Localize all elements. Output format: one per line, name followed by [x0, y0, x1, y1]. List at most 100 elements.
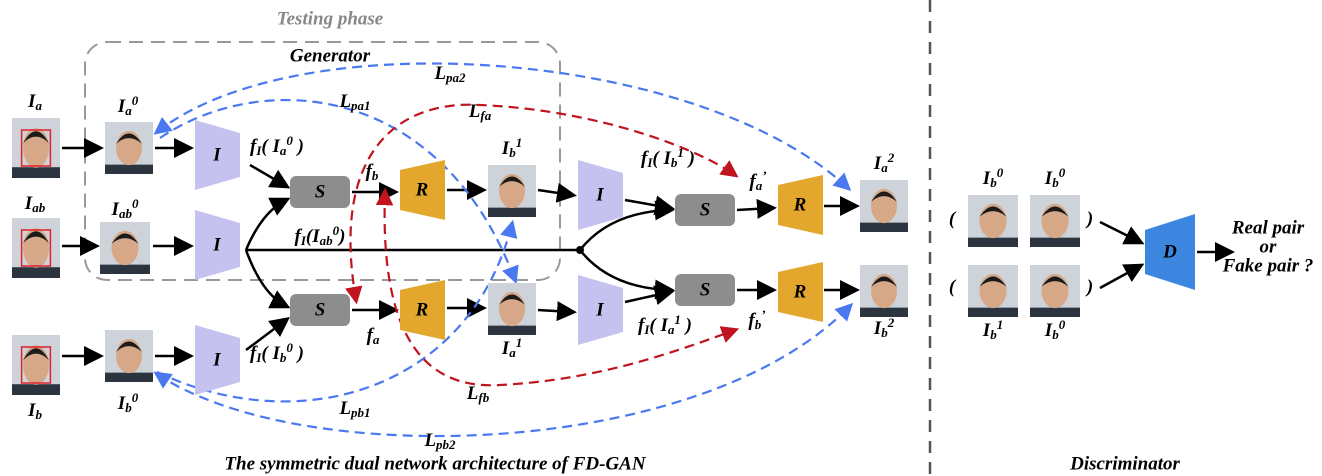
shirt: [105, 165, 153, 174]
feature-label: fI( Ia1 ): [638, 312, 692, 337]
shirt: [968, 238, 1018, 247]
parenthesis: (: [949, 276, 957, 297]
module-label: I: [212, 234, 221, 255]
face-image: [860, 265, 908, 317]
face-image: [488, 283, 536, 335]
image-label: Iab: [24, 193, 46, 215]
module-label: R: [415, 179, 429, 200]
image-label: Ib: [27, 400, 42, 422]
label-part: 0: [132, 196, 139, 211]
image-label: Ia1: [501, 335, 522, 360]
image-label: Iab0: [111, 196, 139, 221]
loss-label: Lpb1: [338, 398, 370, 420]
label-part: ( I: [261, 343, 280, 364]
module-label: S: [315, 299, 326, 320]
loss-label: Lpb2: [423, 430, 456, 452]
label-part: ): [293, 136, 304, 157]
shirt: [105, 373, 153, 382]
face-image: [100, 222, 150, 274]
face-image: [105, 122, 153, 174]
face-image: [1030, 195, 1080, 247]
parenthesis: ): [1085, 276, 1093, 297]
label-part: a: [373, 332, 380, 347]
label-part: ): [293, 343, 304, 364]
feature-label: fb: [366, 161, 379, 183]
shirt: [968, 308, 1018, 317]
label-part: ( I: [649, 315, 668, 336]
label-part: 0: [997, 165, 1004, 180]
module-label: I: [212, 349, 221, 370]
label-part: 0: [1059, 317, 1066, 332]
loss-label: Lpa1: [338, 91, 370, 113]
feature-label: fI( Ia0 ): [250, 133, 304, 158]
shirt: [12, 167, 60, 178]
label-part: pb1: [350, 405, 371, 420]
module-label: R: [793, 194, 807, 215]
loss-label: Lpa2: [433, 63, 466, 85]
face-image: [860, 180, 908, 232]
feature-label: fb’: [748, 307, 765, 332]
output-label: Real pair: [1231, 217, 1305, 238]
caption: The symmetric dual network architecture …: [224, 453, 646, 474]
label-part: pb2: [435, 437, 456, 452]
face-image: [12, 218, 60, 278]
shirt: [1030, 308, 1080, 317]
image-label: Ib1: [501, 135, 522, 160]
phase-label: Testing phase: [277, 8, 384, 29]
label-part: ): [681, 315, 692, 336]
loss-label: Lfb: [466, 383, 490, 405]
image-label: Ia2: [873, 150, 895, 175]
label-part: (I: [306, 226, 320, 247]
face-image: [968, 195, 1018, 247]
label-part: fb: [478, 390, 489, 405]
shirt: [488, 208, 536, 217]
label-part: ’: [762, 168, 766, 183]
module-label: S: [700, 199, 711, 220]
face-image: [488, 165, 536, 217]
shirt: [12, 384, 60, 395]
module-label: R: [415, 299, 429, 320]
label-part: 1: [516, 135, 523, 150]
label-part: 0: [132, 93, 139, 108]
label-part: L: [338, 398, 351, 419]
face-image: [1030, 265, 1080, 317]
module-label: R: [793, 281, 807, 302]
label-part: ( I: [261, 136, 280, 157]
label-part: ’: [761, 307, 765, 322]
label-part: a: [35, 98, 42, 113]
module-label: I: [595, 184, 604, 205]
discriminator-caption: Discriminator: [1069, 453, 1180, 474]
label-part: ab: [32, 200, 46, 215]
face-image: [968, 265, 1018, 317]
label-part: ab: [320, 233, 334, 248]
image-label: Ib0: [1044, 317, 1066, 342]
label-part: b: [35, 407, 42, 422]
label-part: 2: [887, 150, 895, 165]
label-part: pa1: [350, 98, 371, 113]
shirt: [860, 308, 908, 317]
label-part: 0: [132, 390, 139, 405]
feature-label: fI(Iab0): [295, 223, 346, 248]
loss-label: Lfa: [468, 101, 492, 123]
label-part: ): [337, 226, 345, 247]
label-part: ab: [119, 206, 133, 221]
image-label: Ib0: [117, 390, 139, 415]
image-label: Ia: [27, 91, 42, 113]
label-part: ( I: [652, 148, 671, 169]
module-label: S: [315, 181, 326, 202]
face-image: [105, 330, 153, 382]
image-label: Ib2: [873, 315, 895, 340]
shirt: [1030, 238, 1080, 247]
label-part: 1: [997, 317, 1004, 332]
feature-label: fI( Ib0 ): [250, 340, 304, 365]
label-part: L: [466, 383, 479, 404]
label-part: 2: [887, 315, 895, 330]
parenthesis: ): [1085, 208, 1093, 229]
module-label: I: [595, 299, 604, 320]
shirt: [12, 267, 60, 278]
image-label: Ib0: [1044, 165, 1066, 190]
label-part: 0: [1059, 165, 1066, 180]
parenthesis: (: [949, 208, 957, 229]
feature-label: fa’: [749, 168, 766, 193]
module-label: D: [1162, 241, 1177, 262]
